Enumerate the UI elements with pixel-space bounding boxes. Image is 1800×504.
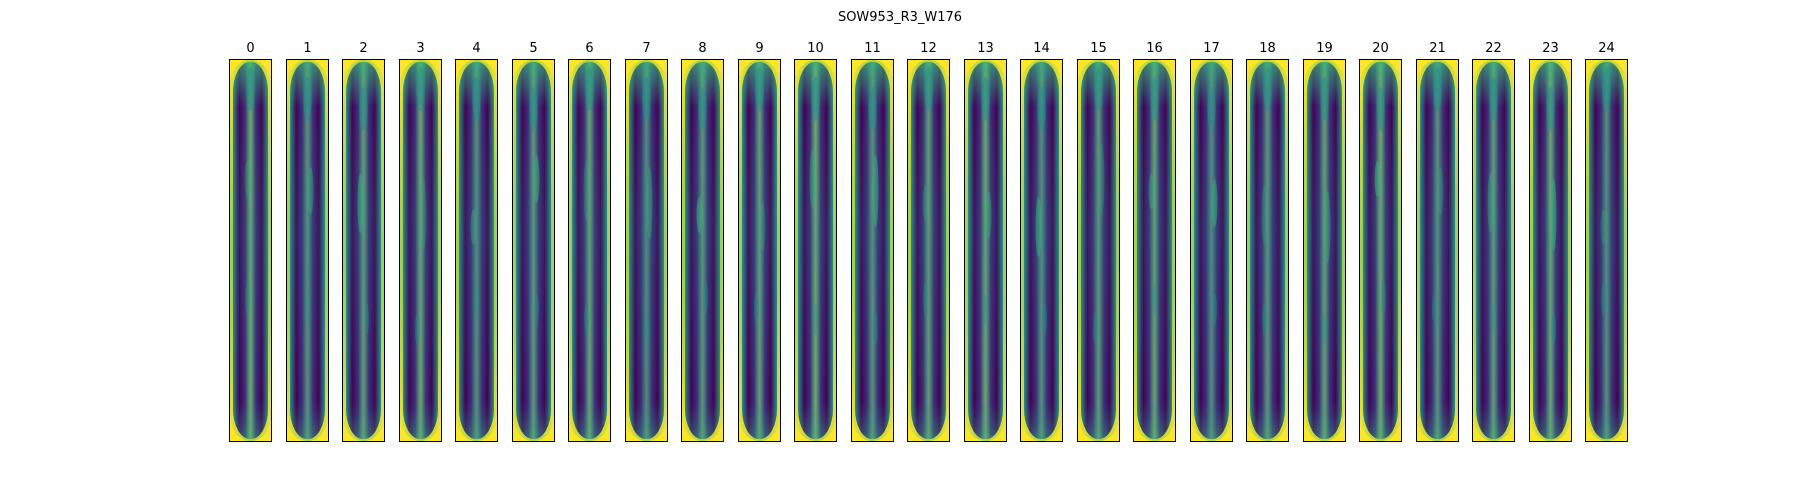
cell-panel-17: 17: [1190, 42, 1233, 442]
cell-panel-22: 22: [1472, 42, 1515, 442]
cell-image: [1359, 59, 1402, 442]
cell-image: [568, 59, 611, 442]
panel-label: 21: [1429, 41, 1446, 56]
cell-panel-19: 19: [1303, 42, 1346, 442]
cell-panel-7: 7: [625, 42, 668, 442]
cell-image: [681, 59, 724, 442]
cell-panel-20: 20: [1359, 42, 1402, 442]
panel-label: 8: [698, 41, 707, 56]
panel-label: 22: [1485, 41, 1502, 56]
cell-panel-14: 14: [1020, 42, 1063, 442]
cell-image: [1190, 59, 1233, 442]
panel-label: 12: [920, 41, 937, 56]
panel-label: 4: [472, 41, 481, 56]
cell-panel-16: 16: [1133, 42, 1176, 442]
cell-panel-4: 4: [455, 42, 498, 442]
cell-panel-12: 12: [907, 42, 950, 442]
panel-label: 23: [1542, 41, 1559, 56]
cell-panel-10: 10: [794, 42, 837, 442]
cell-image: [512, 59, 555, 442]
figure-title: SOW953_R3_W176: [837, 10, 963, 25]
cell-image: [286, 59, 329, 442]
cell-image: [229, 59, 272, 442]
cell-image: [1585, 59, 1628, 442]
cell-image: [1246, 59, 1289, 442]
cell-image: [851, 59, 894, 442]
cell-panel-21: 21: [1416, 42, 1459, 442]
panel-label: 3: [416, 41, 425, 56]
cell-image: [1472, 59, 1515, 442]
panel-label: 0: [246, 41, 255, 56]
cell-image: [342, 59, 385, 442]
panel-label: 19: [1316, 41, 1333, 56]
panel-label: 20: [1372, 41, 1389, 56]
cell-panel-2: 2: [342, 42, 385, 442]
panel-label: 7: [642, 41, 651, 56]
cell-image: [1529, 59, 1572, 442]
cell-image: [1133, 59, 1176, 442]
cell-image: [907, 59, 950, 442]
panel-label: 2: [359, 41, 368, 56]
cell-panel-8: 8: [681, 42, 724, 442]
cell-panel-13: 13: [964, 42, 1007, 442]
cell-panel-6: 6: [568, 42, 611, 442]
cell-image: [399, 59, 442, 442]
cell-panel-0: 0: [229, 42, 272, 442]
cell-image: [794, 59, 837, 442]
cell-panel-23: 23: [1529, 42, 1572, 442]
panel-label: 24: [1598, 41, 1615, 56]
cell-image: [625, 59, 668, 442]
panel-label: 11: [864, 41, 881, 56]
cell-panel-15: 15: [1077, 42, 1120, 442]
panel-label: 14: [1033, 41, 1050, 56]
cell-panel-3: 3: [399, 42, 442, 442]
cell-panel-11: 11: [851, 42, 894, 442]
cell-panel-5: 5: [512, 42, 555, 442]
cell-image: [738, 59, 781, 442]
panel-label: 6: [585, 41, 594, 56]
cell-panel-9: 9: [738, 42, 781, 442]
panel-label: 15: [1090, 41, 1107, 56]
cell-image: [1077, 59, 1120, 442]
panel-label: 9: [755, 41, 764, 56]
panel-label: 10: [807, 41, 824, 56]
panel-label: 18: [1259, 41, 1276, 56]
cell-panel-24: 24: [1585, 42, 1628, 442]
panel-label: 1: [303, 41, 312, 56]
panel-label: 5: [529, 41, 538, 56]
panel-label: 16: [1146, 41, 1163, 56]
panel-label: 13: [977, 41, 994, 56]
cell-image: [1303, 59, 1346, 442]
cell-panel-1: 1: [286, 42, 329, 442]
cell-image: [1020, 59, 1063, 442]
cell-image: [964, 59, 1007, 442]
cell-image: [1416, 59, 1459, 442]
cell-panel-18: 18: [1246, 42, 1289, 442]
cell-image: [455, 59, 498, 442]
panel-label: 17: [1203, 41, 1220, 56]
